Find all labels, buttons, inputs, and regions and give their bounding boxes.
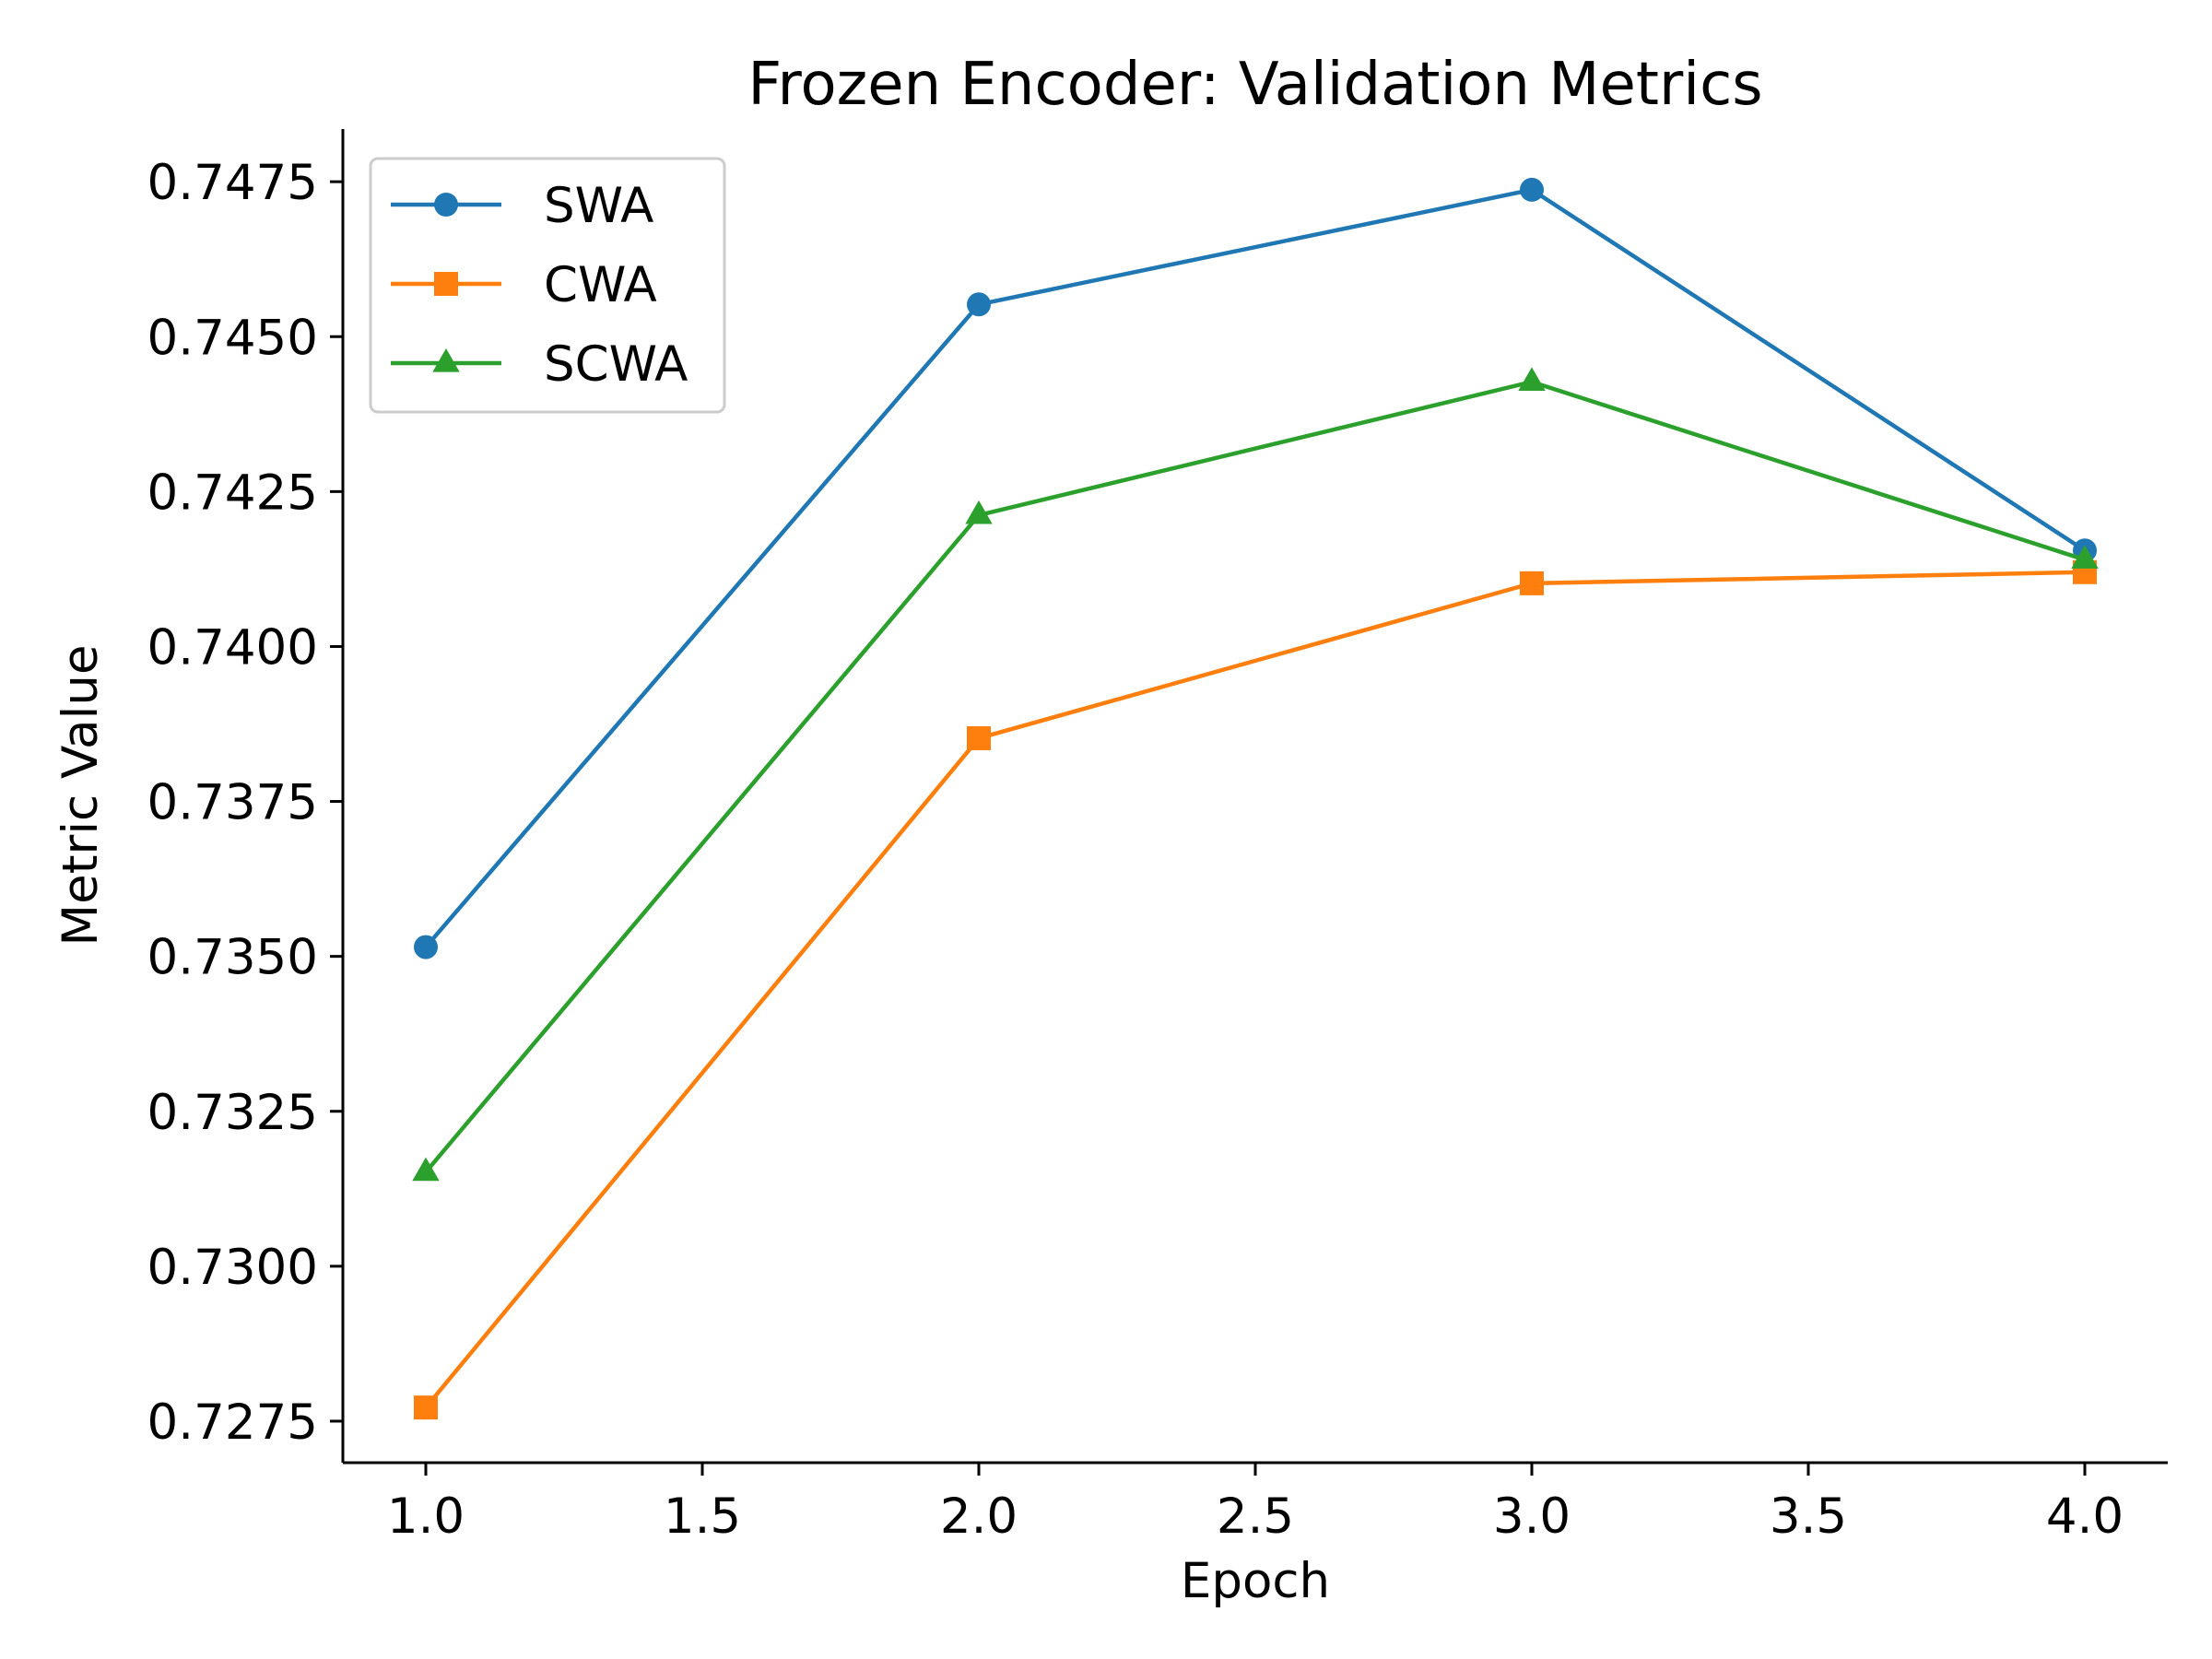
y-tick-label: 0.7375 — [147, 775, 318, 831]
data-point-scwa — [2071, 545, 2099, 569]
y-tick-label: 0.7300 — [147, 1240, 318, 1296]
data-point-cwa — [967, 725, 991, 750]
x-tick-label: 2.0 — [940, 1488, 1018, 1545]
data-point-swa — [414, 935, 438, 959]
series-layer — [412, 177, 2099, 1420]
data-point-cwa — [1520, 571, 1544, 595]
series-cwa — [414, 559, 2097, 1420]
series-line-cwa — [424, 570, 2086, 1409]
y-axis-label: Metric Value — [53, 644, 109, 946]
y-tick-label: 0.7475 — [147, 155, 318, 211]
legend-frame — [369, 157, 726, 414]
legend-label-scwa: SCWA — [544, 336, 688, 393]
x-tick-label: 4.0 — [2046, 1488, 2124, 1545]
series-line-swa — [424, 187, 2087, 949]
data-point-scwa — [1518, 367, 1546, 391]
legend-marker-cwa — [434, 272, 458, 296]
y-tick-label: 0.7325 — [147, 1085, 318, 1141]
legend-label-cwa: CWA — [544, 257, 657, 313]
y-tick-label: 0.7450 — [147, 310, 318, 366]
x-tick-label: 1.0 — [387, 1488, 465, 1545]
y-tick-label: 0.7275 — [147, 1394, 318, 1451]
x-tick-label: 1.5 — [664, 1488, 741, 1545]
data-point-swa — [967, 292, 991, 317]
chart-title: Frozen Encoder: Validation Metrics — [747, 51, 1762, 119]
y-ticks: 0.7275 0.7300 0.7325 0.7350 0.7375 0.7400 0.74… — [147, 155, 343, 1451]
legend-marker-swa — [434, 193, 458, 217]
y-tick-label: 0.7400 — [147, 619, 318, 676]
data-point-scwa — [965, 500, 993, 524]
data-point-scwa — [412, 1157, 440, 1182]
legend-marker-scwa — [432, 348, 460, 372]
y-tick-label: 0.7350 — [147, 930, 318, 986]
x-tick-label: 2.5 — [1217, 1488, 1294, 1545]
x-tick-label: 3.0 — [1493, 1488, 1571, 1545]
x-tick-label: 3.5 — [1770, 1488, 1847, 1545]
series-scwa — [412, 367, 2099, 1182]
x-axis-label: Epoch — [1181, 1553, 1330, 1609]
data-point-swa — [1520, 177, 1544, 202]
legend-label-swa: SWA — [544, 178, 653, 234]
legend: SWA CWA SCWA — [369, 157, 726, 414]
series-swa — [414, 177, 2097, 959]
data-point-cwa — [414, 1395, 438, 1420]
x-ticks: 1.0 1.5 2.0 2.5 3.0 3.5 4.0 — [387, 1463, 2124, 1545]
series-line-scwa — [424, 380, 2086, 1174]
y-tick-label: 0.7425 — [147, 465, 318, 521]
